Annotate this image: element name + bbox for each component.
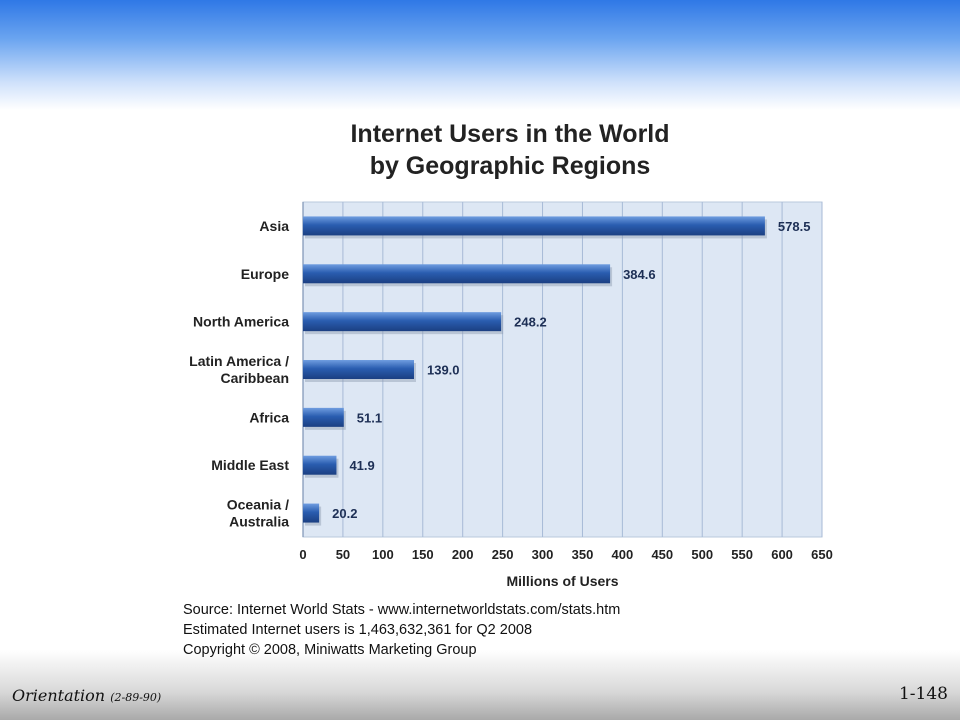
x-axis-label: Millions of Users bbox=[506, 573, 618, 589]
bar-value-label: 248.2 bbox=[514, 315, 547, 330]
source-line-1: Source: Internet World Stats - www.inter… bbox=[183, 602, 621, 618]
category-label: Latin America / bbox=[189, 353, 289, 369]
footer-orientation-pages: (2-89-90) bbox=[110, 691, 162, 704]
x-tick-label: 200 bbox=[452, 547, 474, 562]
footer-gradient bbox=[0, 650, 960, 720]
category-label: Caribbean bbox=[221, 370, 289, 386]
x-tick-label: 400 bbox=[612, 547, 634, 562]
x-tick-label: 250 bbox=[492, 547, 514, 562]
x-tick-label: 100 bbox=[372, 547, 394, 562]
bar bbox=[303, 360, 414, 379]
bar bbox=[303, 216, 765, 236]
source-line-2: Estimated Internet users is 1,463,632,36… bbox=[183, 622, 533, 638]
footer-orientation-label: Orientation bbox=[12, 686, 106, 705]
x-tick-label: 600 bbox=[771, 547, 793, 562]
bar-value-label: 20.2 bbox=[332, 506, 357, 521]
x-tick-label: 150 bbox=[412, 547, 434, 562]
bar-value-label: 41.9 bbox=[349, 458, 374, 473]
category-label: Asia bbox=[259, 218, 289, 234]
category-label: Australia bbox=[229, 514, 289, 530]
bar bbox=[303, 264, 611, 284]
category-label: Europe bbox=[241, 266, 289, 282]
x-tick-label: 500 bbox=[691, 547, 713, 562]
bar bbox=[303, 503, 320, 523]
chart-title-line-2: by Geographic Regions bbox=[369, 152, 651, 180]
x-tick-label: 300 bbox=[532, 547, 554, 562]
bar-value-label: 384.6 bbox=[623, 267, 656, 282]
category-label: Africa bbox=[249, 409, 289, 425]
bar-value-label: 139.0 bbox=[427, 363, 460, 378]
bar bbox=[303, 455, 337, 475]
category-label: Oceania / bbox=[227, 497, 289, 513]
x-tick-label: 550 bbox=[731, 547, 753, 562]
x-tick-label: 50 bbox=[336, 547, 350, 562]
page-number: 1-148 bbox=[898, 684, 948, 704]
x-tick-label: 650 bbox=[811, 547, 833, 562]
bar-value-label: 578.5 bbox=[778, 219, 811, 234]
source-line-3: Copyright © 2008, Miniwatts Marketing Gr… bbox=[183, 642, 477, 658]
x-tick-label: 350 bbox=[572, 547, 594, 562]
header-gradient bbox=[0, 0, 960, 110]
x-tick-label: 0 bbox=[299, 547, 306, 562]
source-note: Source: Internet World Stats - www.inter… bbox=[183, 600, 620, 660]
x-tick-label: 450 bbox=[651, 547, 673, 562]
chart-title: Internet Users in the World by Geographi… bbox=[260, 118, 760, 182]
category-label: Middle East bbox=[211, 457, 289, 473]
bar bbox=[303, 312, 502, 332]
bar-value-label: 51.1 bbox=[357, 410, 382, 425]
category-label: North America bbox=[193, 314, 289, 330]
footer-orientation: Orientation (2-89-90) bbox=[12, 686, 161, 705]
bar bbox=[303, 407, 344, 427]
chart-title-line-1: Internet Users in the World bbox=[350, 120, 670, 148]
